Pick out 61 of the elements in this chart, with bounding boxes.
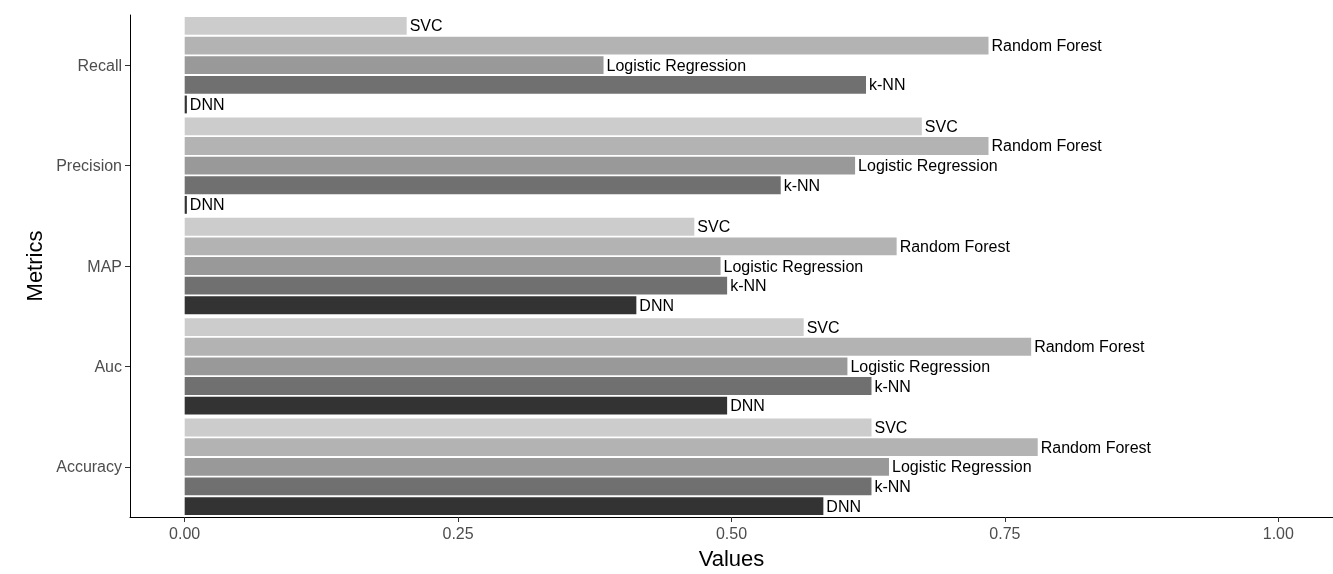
bar bbox=[184, 75, 867, 94]
series-label: Logistic Regression bbox=[606, 56, 747, 74]
bar bbox=[184, 377, 872, 395]
series-label: DNN bbox=[189, 95, 225, 113]
text: Random Forest bbox=[1034, 338, 1145, 356]
bar bbox=[184, 217, 695, 236]
y-axis-title: Metrics bbox=[21, 230, 47, 302]
text: k-NN bbox=[874, 377, 911, 395]
bar bbox=[184, 176, 781, 195]
bar bbox=[184, 357, 848, 376]
text: DNN bbox=[639, 296, 675, 314]
bar bbox=[184, 438, 1038, 457]
bar bbox=[184, 418, 872, 437]
series-label: SVC bbox=[409, 17, 443, 35]
bar bbox=[184, 276, 728, 295]
text: DNN bbox=[826, 497, 862, 515]
x-tick-label: 0.25 bbox=[442, 524, 474, 542]
text: Random Forest bbox=[1040, 438, 1151, 456]
text: Logistic Regression bbox=[850, 357, 991, 375]
text: SVC bbox=[697, 218, 731, 236]
text: DNN bbox=[189, 196, 225, 214]
text: Logistic Regression bbox=[858, 157, 998, 175]
bar bbox=[184, 36, 989, 55]
x-tick-label: 0.00 bbox=[169, 524, 201, 542]
text: k-NN bbox=[783, 176, 821, 194]
bar bbox=[184, 56, 604, 75]
text: Random Forest bbox=[899, 237, 1010, 255]
text: SVC bbox=[924, 117, 958, 135]
bar bbox=[184, 237, 897, 256]
x-tick-label: 0.75 bbox=[989, 524, 1021, 542]
y-tick-label: Accuracy bbox=[56, 458, 122, 476]
bar bbox=[184, 17, 407, 35]
y-tick-label: Recall bbox=[77, 56, 122, 74]
text: k-NN bbox=[730, 277, 767, 295]
y-tick-label: Auc bbox=[94, 357, 122, 375]
bar bbox=[184, 117, 922, 136]
x-tick-label: 0.50 bbox=[715, 524, 748, 542]
text: DNN bbox=[730, 397, 765, 415]
bar bbox=[184, 156, 856, 175]
series-label: Random Forest bbox=[991, 37, 1103, 55]
x-axis-title: Values bbox=[698, 545, 765, 571]
text: SVC bbox=[806, 318, 840, 336]
bar bbox=[184, 337, 1032, 356]
text: k-NN bbox=[874, 477, 911, 495]
bar bbox=[184, 296, 637, 315]
text: Logistic Regression bbox=[891, 458, 1032, 476]
bar bbox=[184, 137, 989, 155]
x-tick-label: 1.00 bbox=[1262, 524, 1294, 542]
text: Logistic Regression bbox=[723, 257, 864, 275]
bar bbox=[184, 497, 824, 515]
bar bbox=[184, 457, 889, 476]
y-tick-label: MAP bbox=[87, 257, 122, 275]
series-label: k-NN bbox=[869, 76, 906, 94]
bar bbox=[184, 195, 187, 214]
text: SVC bbox=[874, 419, 908, 437]
text: Random Forest bbox=[991, 137, 1102, 155]
bar bbox=[184, 396, 728, 415]
bar bbox=[184, 477, 872, 496]
bar bbox=[184, 257, 721, 275]
bar bbox=[184, 318, 804, 337]
y-tick-label: Precision bbox=[56, 157, 122, 175]
